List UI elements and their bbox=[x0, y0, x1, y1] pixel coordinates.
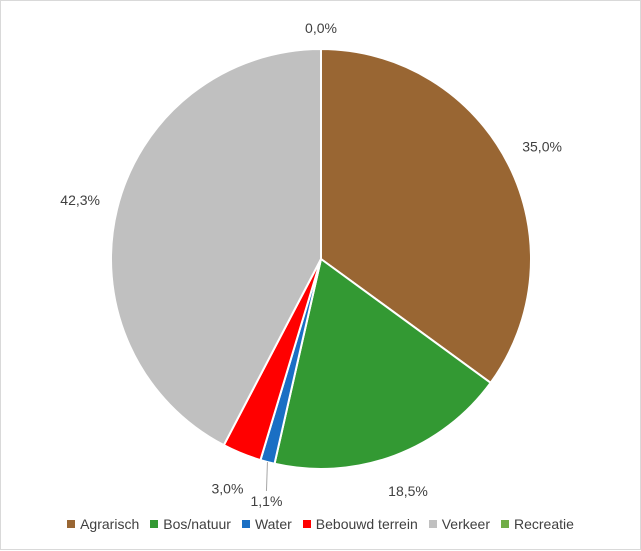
legend: Agrarisch Bos/natuur Water Bebouwd terre… bbox=[1, 516, 640, 532]
data-label-recreatie: 0,0% bbox=[305, 20, 337, 36]
legend-item-recreatie: Recreatie bbox=[500, 516, 574, 532]
legend-swatch bbox=[302, 520, 311, 528]
legend-swatch bbox=[500, 520, 509, 528]
data-label-verkeer: 42,3% bbox=[60, 192, 100, 208]
legend-item-verkeer: Verkeer bbox=[428, 516, 490, 532]
legend-swatch bbox=[428, 520, 437, 528]
data-label-bebouwd-terrein: 3,0% bbox=[211, 481, 243, 497]
legend-label: Recreatie bbox=[513, 516, 574, 532]
pie-slice-agrarisch bbox=[320, 47, 532, 385]
legend-label: Agrarisch bbox=[80, 516, 140, 532]
legend-swatch bbox=[241, 520, 250, 528]
data-label-agrarisch: 35,0% bbox=[522, 139, 562, 155]
legend-item-bos-natuur: Bos/natuur bbox=[150, 516, 231, 532]
data-label-bos-natuur: 18,5% bbox=[388, 483, 428, 499]
legend-item-water: Water bbox=[241, 516, 292, 532]
legend-label: Bebouwd terrein bbox=[315, 516, 418, 532]
pie-slice-bos-natuur bbox=[273, 257, 493, 470]
pie-slice-verkeer bbox=[110, 47, 322, 447]
legend-swatch bbox=[150, 520, 159, 528]
legend-label: Bos/natuur bbox=[163, 516, 231, 532]
leader-line bbox=[265, 462, 268, 492]
legend-swatch bbox=[67, 520, 76, 528]
legend-label: Water bbox=[254, 516, 292, 532]
legend-label: Verkeer bbox=[441, 516, 490, 532]
legend-item-bebouwd-terrein: Bebouwd terrein bbox=[302, 516, 418, 532]
data-label-water: 1,1% bbox=[250, 493, 282, 509]
legend-item-agrarisch: Agrarisch bbox=[67, 516, 139, 532]
